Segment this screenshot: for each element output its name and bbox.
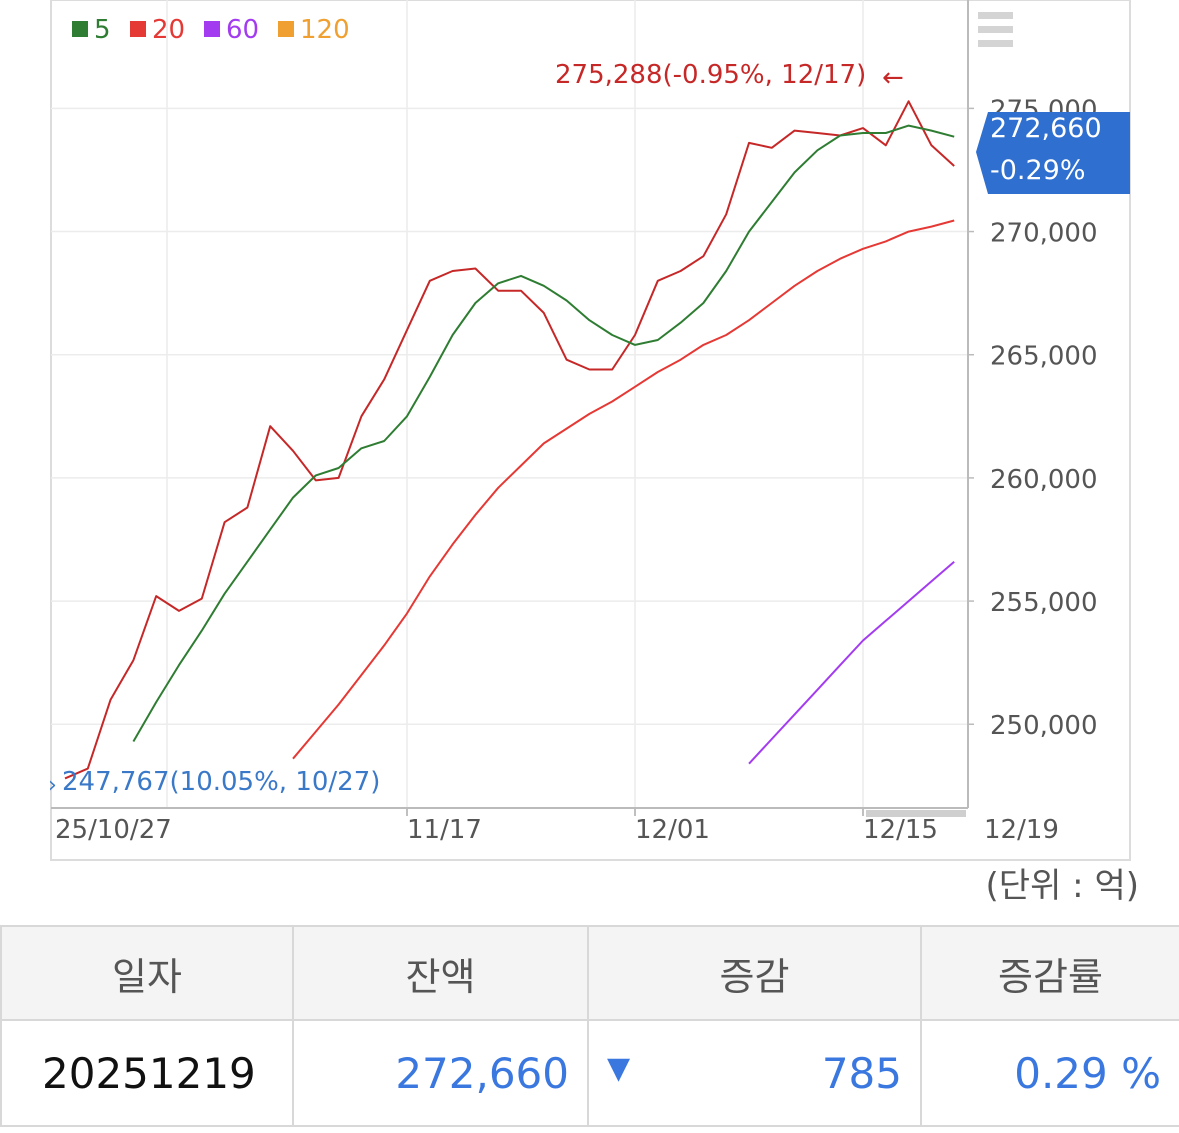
legend-label[interactable]: 5: [94, 15, 111, 45]
down-triangle-icon: ▼: [607, 1050, 631, 1086]
max-annotation: 275,288(-0.95%, 12/17): [555, 60, 866, 90]
cell-date: 20251219: [0, 1019, 294, 1127]
x-tick-label: 12/01: [635, 815, 710, 845]
legend-swatch: [130, 21, 146, 37]
current-value-badge: 272,660 -0.29%: [976, 112, 1130, 194]
cell-change-value: 785: [821, 1048, 902, 1098]
scroll-handle[interactable]: [866, 810, 966, 817]
x-tick-label: 11/17: [407, 815, 482, 845]
legend-swatch: [72, 21, 88, 37]
y-tick-label: 255,000: [990, 588, 1098, 618]
grid-lines: [51, 0, 968, 808]
header-balance[interactable]: 잔액: [292, 925, 589, 1021]
legend-label[interactable]: 120: [300, 15, 350, 45]
current-value: 272,660: [990, 113, 1102, 144]
series-line-5: [132, 124, 955, 743]
menu-icon[interactable]: [978, 12, 1013, 47]
chart-frame: [50, 0, 1131, 861]
legend[interactable]: 5 20 60 120: [72, 15, 350, 45]
cell-balance: 272,660: [292, 1019, 589, 1127]
cell-change: ▼ 785: [587, 1019, 922, 1127]
legend-label[interactable]: 20: [152, 15, 185, 45]
cell-rate: 0.29 %: [920, 1019, 1179, 1127]
table-header-row: 일자 잔액 증감 증감률: [0, 925, 1179, 1021]
series-line-20: [292, 219, 955, 760]
y-tick-label: 260,000: [990, 465, 1098, 495]
y-tick-label: 250,000: [990, 711, 1098, 741]
legend-swatch: [204, 21, 220, 37]
series-line-60: [748, 560, 955, 765]
header-change[interactable]: 증감: [587, 925, 922, 1021]
x-tick-label: 25/10/27: [55, 815, 172, 845]
legend-swatch: [278, 21, 294, 37]
x-tick-label: 12/19: [984, 815, 1059, 845]
header-rate[interactable]: 증감률: [920, 925, 1179, 1021]
chart: 250,000255,000260,000265,000270,000275,0…: [48, 0, 1131, 861]
min-arrow-icon: ›: [48, 773, 57, 798]
x-tick-label: 12/15: [863, 815, 938, 845]
y-tick-label: 270,000: [990, 219, 1098, 249]
data-table: 일자 잔액 증감 증감률 20251219 272,660 ▼ 785 0.29…: [0, 925, 1179, 1127]
series-line-balance: [64, 100, 955, 780]
unit-label: (단위 : 억): [985, 866, 1139, 906]
series-lines: [64, 100, 955, 780]
min-annotation: 247,767(10.05%, 10/27): [62, 767, 380, 797]
current-change: -0.29%: [990, 155, 1086, 186]
y-tick-label: 265,000: [990, 342, 1098, 372]
legend-label[interactable]: 60: [226, 15, 259, 45]
table-row: 20251219 272,660 ▼ 785 0.29 %: [0, 1019, 1179, 1127]
max-arrow-icon: ←: [882, 63, 904, 93]
header-date[interactable]: 일자: [0, 925, 294, 1021]
